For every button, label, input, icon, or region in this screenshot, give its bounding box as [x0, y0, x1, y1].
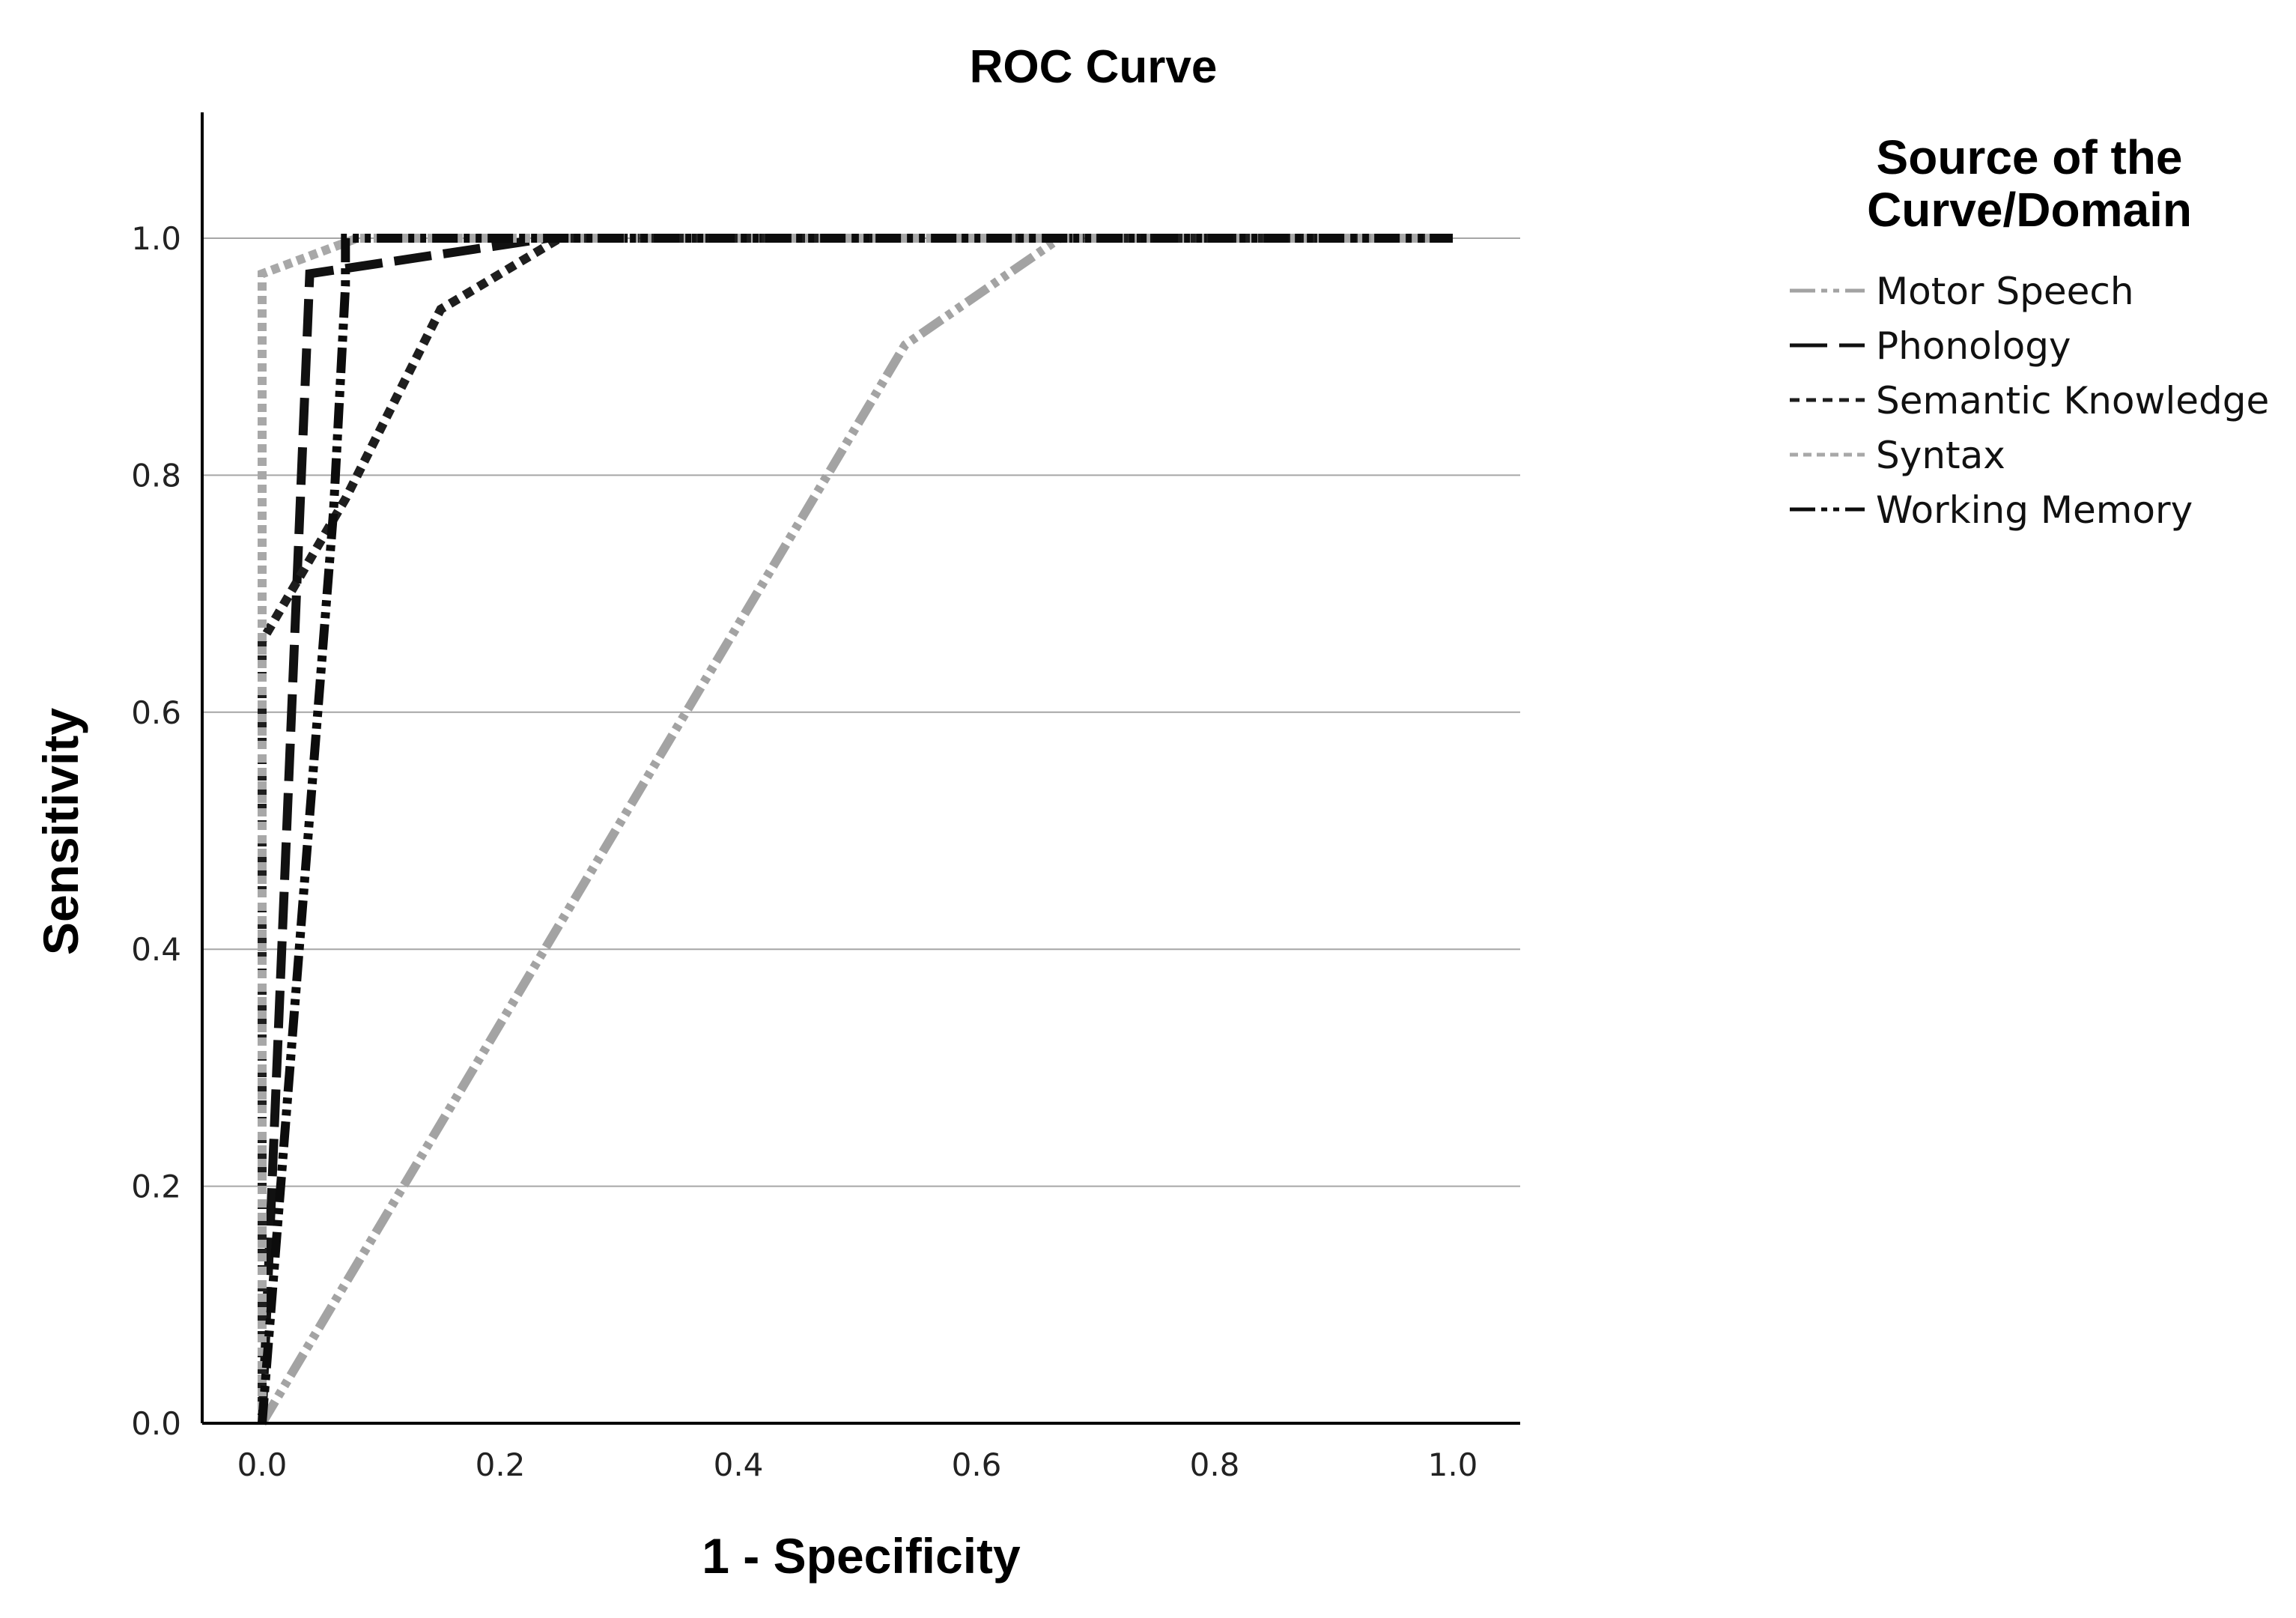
x-tick-label: 0.0 [237, 1446, 288, 1483]
y-tick-label: 0.4 [131, 931, 181, 968]
series-line-working-memory [258, 234, 1453, 1424]
legend-label-motor-speech: Motor Speech [1876, 270, 2134, 313]
legend: Source of the Curve/Domain Motor Speech P… [1790, 130, 2269, 532]
x-tick-label: 0.8 [1190, 1446, 1240, 1483]
x-tick-label: 1.0 [1428, 1446, 1478, 1483]
y-tick-label: 0.6 [131, 694, 181, 731]
x-tick-label: 0.6 [952, 1446, 1002, 1483]
y-tick-label: 1.0 [131, 220, 181, 257]
legend-label-phonology: Phonology [1876, 324, 2071, 368]
series-line-phonology [258, 234, 1453, 1424]
x-axis-label: 1 - Specificity [702, 1528, 1021, 1584]
legend-items: Motor Speech Phonology Semantic Knowledge S… [1790, 270, 2269, 532]
gridlines [202, 237, 1520, 1187]
x-tick-labels: 0.0 0.2 0.4 0.6 0.8 1.0 [237, 1446, 1478, 1483]
series-line-motor-speech [258, 234, 1453, 1426]
legend-label-syntax: Syntax [1876, 434, 2005, 477]
series-layer [258, 234, 1453, 1426]
y-tick-label: 0.8 [131, 457, 181, 494]
series-line-syntax [258, 234, 1453, 1423]
legend-title-line-2: Curve/Domain [1867, 183, 2192, 237]
y-axis-label: Sensitivity [33, 708, 88, 955]
x-tick-label: 0.4 [714, 1446, 764, 1483]
x-tick-label: 0.2 [476, 1446, 526, 1483]
y-tick-label: 0.0 [131, 1405, 181, 1442]
y-tick-labels: 0.0 0.2 0.4 0.6 0.8 1.0 [131, 220, 181, 1442]
legend-label-semantic-knowledge: Semantic Knowledge [1876, 379, 2269, 422]
legend-title-line-1: Source of the [1877, 130, 2183, 184]
y-tick-label: 0.2 [131, 1169, 181, 1205]
legend-label-working-memory: Working Memory [1876, 488, 2193, 532]
chart-title: ROC Curve [970, 41, 1218, 93]
series-line-semantic-knowledge [258, 234, 1453, 1423]
